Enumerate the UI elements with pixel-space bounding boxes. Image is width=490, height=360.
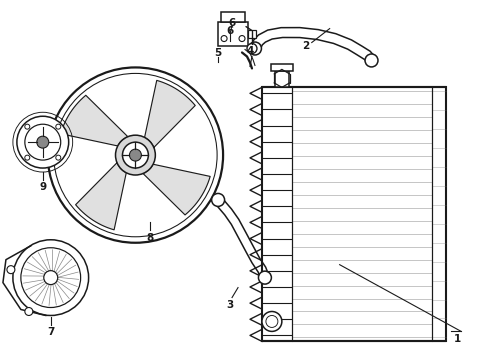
- Bar: [218, 22, 248, 45]
- Polygon shape: [61, 95, 128, 146]
- Text: 6: 6: [226, 26, 234, 36]
- Circle shape: [13, 240, 89, 315]
- Circle shape: [56, 124, 61, 129]
- Circle shape: [262, 311, 282, 332]
- Circle shape: [7, 266, 15, 274]
- Bar: [271, 64, 293, 71]
- Circle shape: [37, 136, 49, 148]
- Circle shape: [212, 193, 224, 206]
- Circle shape: [247, 44, 257, 54]
- Text: 7: 7: [47, 327, 54, 337]
- Text: 9: 9: [39, 182, 47, 192]
- Text: 4: 4: [246, 46, 254, 57]
- Polygon shape: [145, 80, 195, 148]
- Circle shape: [116, 135, 155, 175]
- Text: 1: 1: [454, 334, 461, 345]
- Bar: [221, 12, 245, 22]
- Circle shape: [122, 142, 148, 168]
- Circle shape: [25, 124, 30, 129]
- Circle shape: [221, 36, 227, 41]
- Circle shape: [266, 315, 278, 328]
- Text: 8: 8: [147, 233, 154, 243]
- Circle shape: [25, 155, 30, 160]
- Circle shape: [239, 36, 245, 41]
- Text: 6: 6: [228, 18, 236, 28]
- Circle shape: [56, 155, 61, 160]
- Text: 2: 2: [302, 41, 309, 50]
- Circle shape: [48, 67, 223, 243]
- Circle shape: [25, 307, 33, 315]
- Text: 3: 3: [226, 300, 234, 310]
- Circle shape: [365, 54, 378, 67]
- Circle shape: [17, 116, 69, 168]
- Bar: [275, 71, 289, 87]
- Circle shape: [129, 149, 142, 161]
- Text: 5: 5: [215, 49, 222, 58]
- Polygon shape: [75, 163, 126, 230]
- Circle shape: [44, 271, 58, 285]
- Bar: [248, 30, 256, 37]
- Circle shape: [258, 271, 271, 284]
- Bar: [262, 87, 446, 341]
- Circle shape: [248, 42, 262, 55]
- Polygon shape: [143, 164, 210, 215]
